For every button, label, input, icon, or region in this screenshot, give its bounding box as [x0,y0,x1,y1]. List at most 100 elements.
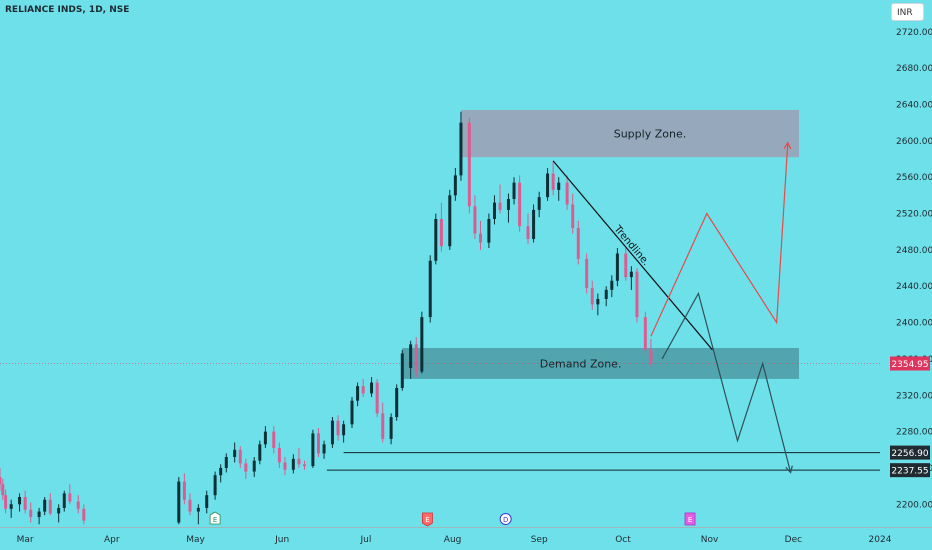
candle-body [0,477,2,485]
candle [57,504,61,523]
candle [196,504,200,525]
candle [409,340,413,379]
price-tick-label: 2520.00 [896,210,932,220]
candle-body [356,386,360,401]
candle [537,191,541,218]
candle [643,311,647,356]
candle-body [610,280,614,290]
candle [29,502,33,523]
candle-body [68,493,72,502]
candle-body [37,511,41,518]
candle [18,493,22,512]
price-tick-label: 2320.00 [896,391,932,401]
candle [551,160,555,196]
candle-body [649,349,653,363]
candle-body [361,386,365,394]
candle [244,458,248,479]
candle [297,447,301,468]
candle-body [238,449,242,464]
candle [68,484,72,505]
event-marker-shape [209,511,221,525]
candle-body [177,481,181,523]
candle-body [629,271,633,278]
candle-body [48,499,52,514]
candle-body [29,509,33,518]
candle-body [590,288,594,305]
candle [277,442,281,468]
candle [263,426,267,448]
event-marker: E [209,511,221,525]
candle-body [395,387,399,418]
candle [370,377,374,398]
candle-body [400,353,404,388]
candle [76,495,80,514]
level-price-tag [890,445,930,460]
time-tick-label: Mar [17,535,34,545]
candle-body [342,424,346,436]
price-tick-label: 2480.00 [896,246,932,256]
candle-body [506,198,510,210]
candle [224,453,228,473]
candle-body [244,463,248,472]
candle-body [546,173,550,198]
time-tick-label: Jun [274,535,289,545]
candle [557,177,561,201]
candle [316,427,320,458]
candle-body [1,484,5,496]
price-tick-label: 2200.00 [896,500,932,510]
candle-body [624,253,628,278]
price-tick-label: 2400.00 [896,319,932,329]
price-tick-label: 2680.00 [896,64,932,74]
candle-body [526,226,530,239]
candle-body [467,122,471,207]
candle-body [615,253,619,281]
candle [414,337,418,378]
candle [649,338,653,367]
candle [238,446,242,468]
candle [585,253,589,294]
time-tick-label: Sep [531,535,548,545]
candle [604,286,608,307]
time-tick-label: Nov [701,535,719,545]
candle [311,429,315,468]
candle-body [389,417,393,439]
candle-body [277,447,281,463]
candle [565,175,569,210]
candle-body [576,228,580,259]
time-tick-label: Apr [104,535,120,545]
candle [479,220,483,250]
candle-body [350,400,354,425]
candle [205,490,209,514]
candle-body [434,218,438,261]
candle [590,280,594,310]
candle-body [448,195,452,247]
candle [361,378,365,398]
candle [571,193,575,234]
candle-body [551,173,555,190]
candle-body [643,317,647,350]
candle-body [322,444,326,454]
candle-body [213,475,217,496]
candle-body [57,507,61,514]
candle-body [336,420,340,436]
dividend-marker: D [499,513,512,525]
candle [546,168,550,201]
time-tick-label: Jul [360,535,372,545]
candle [498,184,502,214]
candle-body [512,182,516,199]
candle [330,417,334,448]
candle-body [9,504,13,509]
candle-body [370,382,374,394]
candle [62,490,66,512]
trendline [552,160,713,351]
candle [635,268,639,323]
price-tick-label: 2720.00 [896,28,932,38]
supply-zone-label: Supply Zone. [614,128,686,141]
currency-selector[interactable]: INR [891,3,924,21]
candle [291,454,295,474]
candle-body [532,209,536,239]
candle [532,204,536,243]
candle [381,402,385,443]
time-tick-label: May [186,535,205,545]
